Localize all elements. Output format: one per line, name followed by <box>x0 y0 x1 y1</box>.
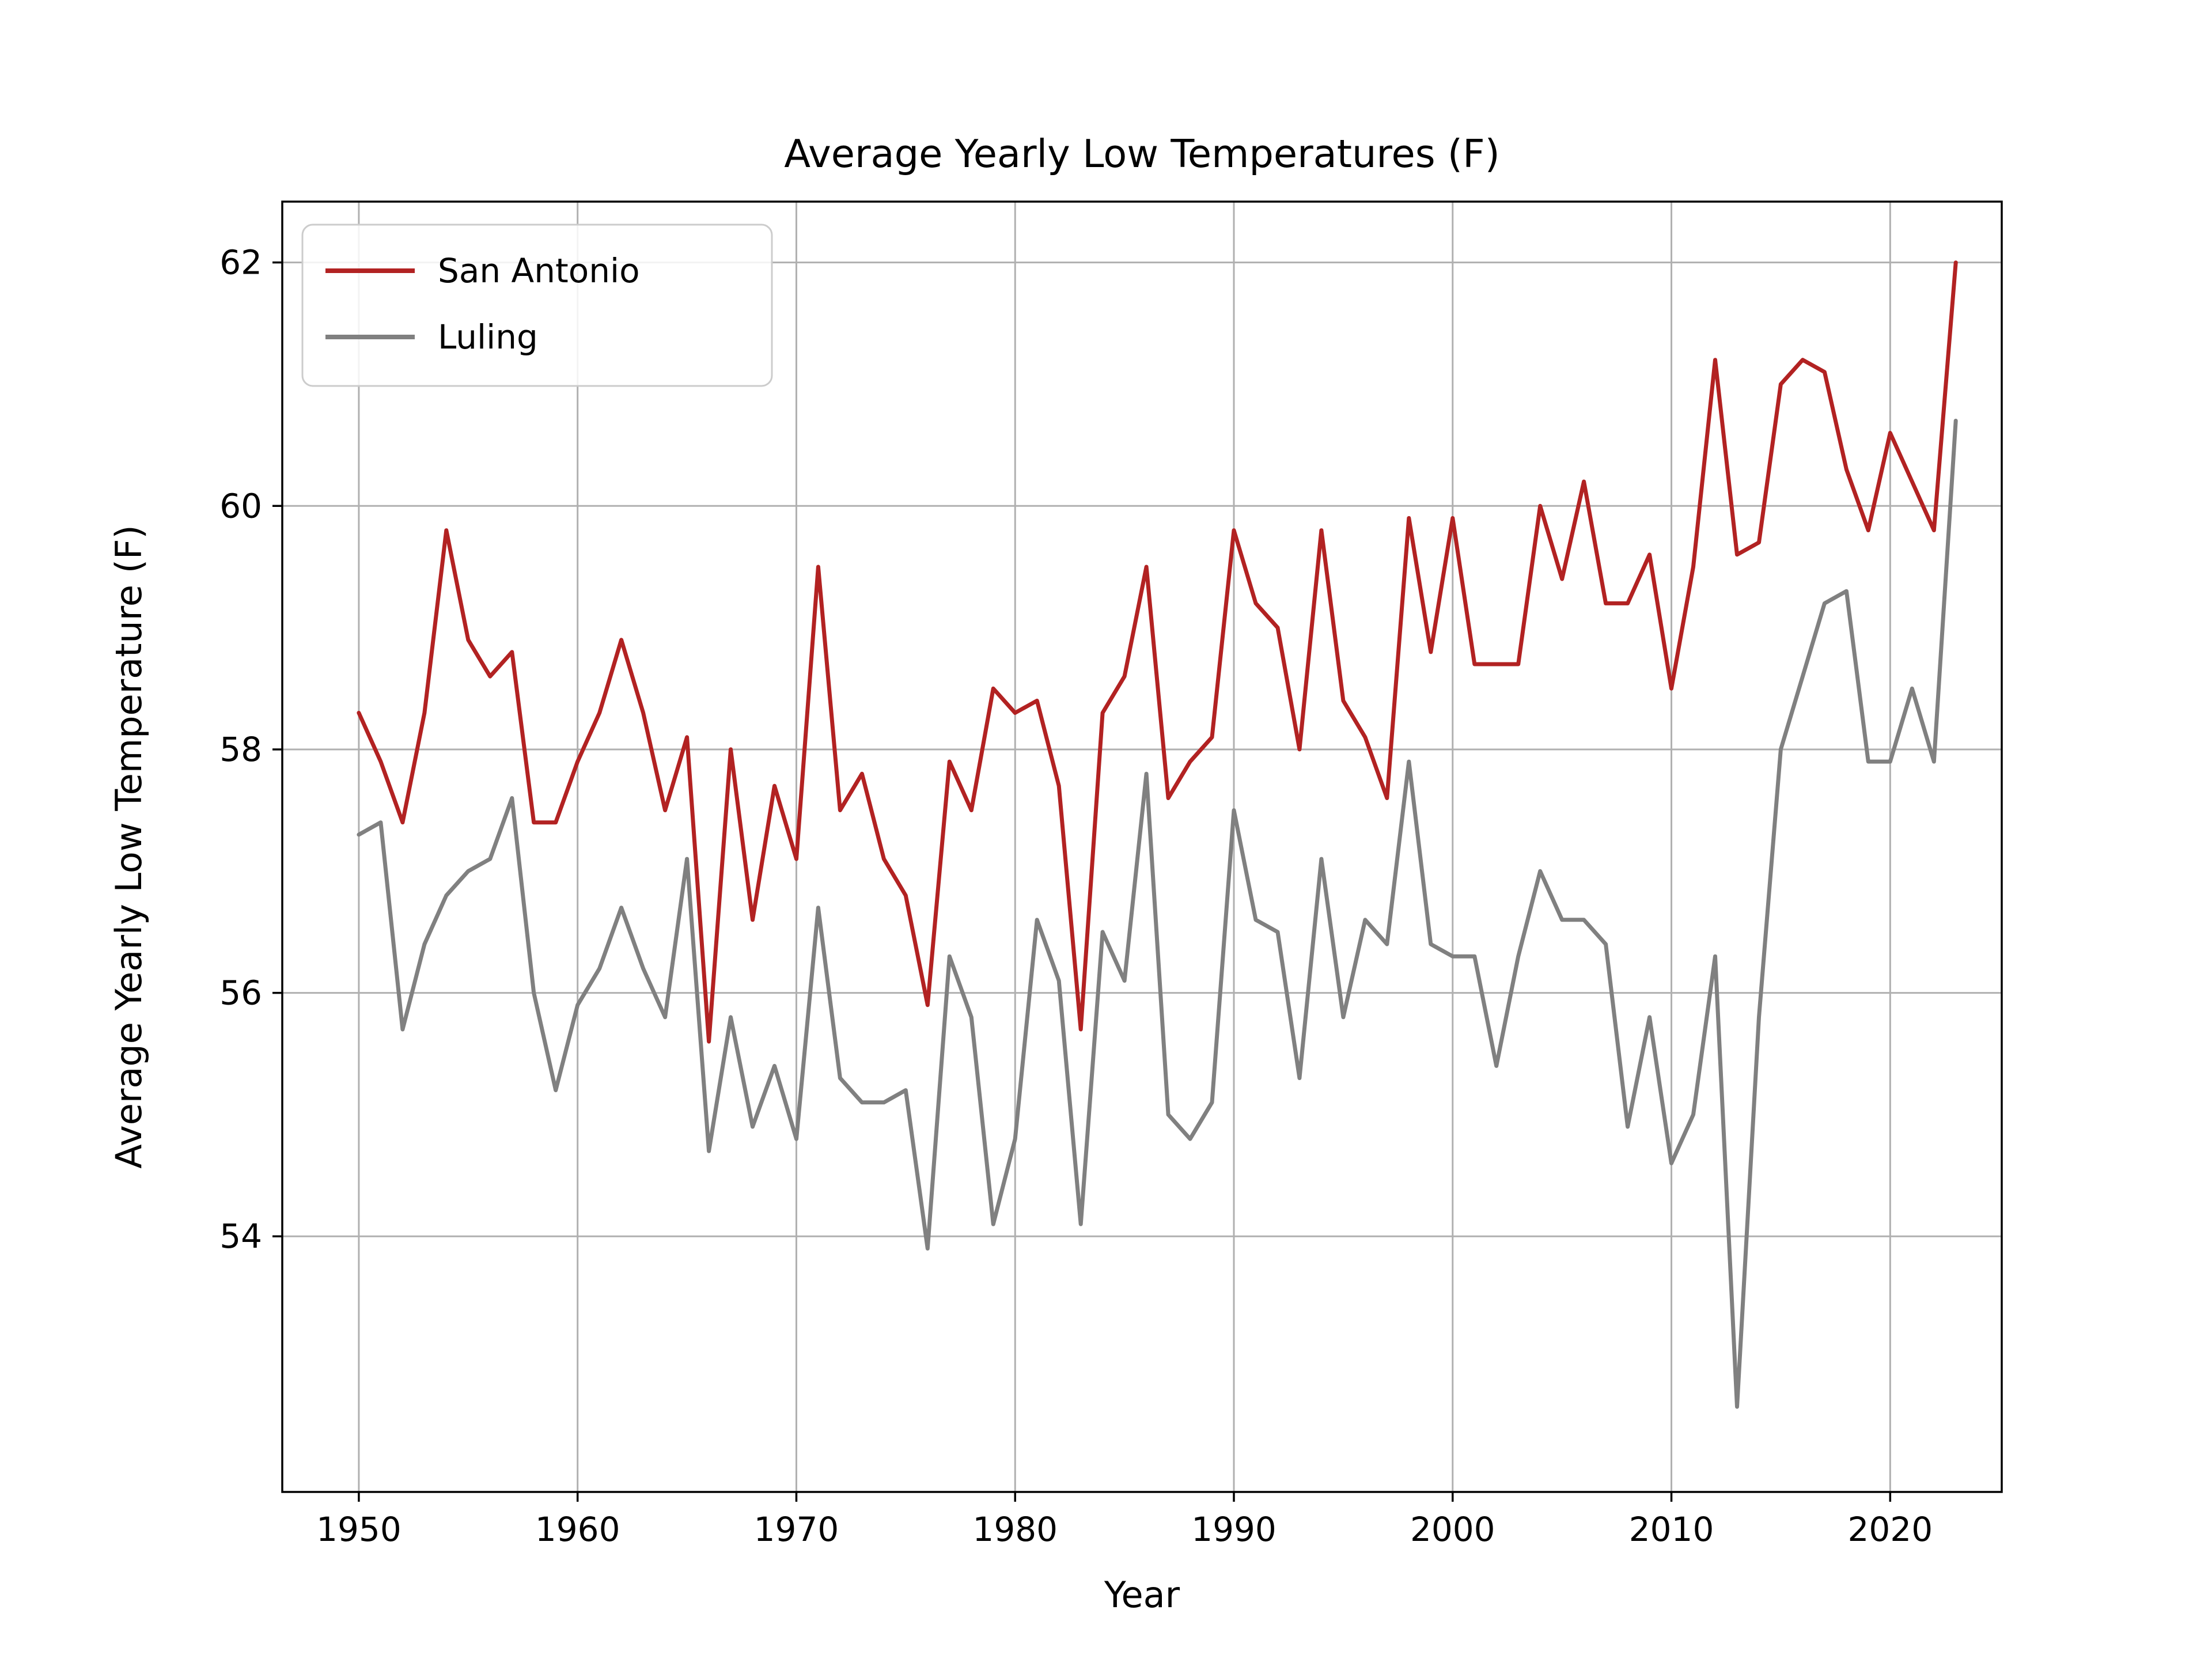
axes-frame <box>281 200 2003 1493</box>
x-tick-label: 2020 <box>1848 1510 1933 1549</box>
x-tick-label: 1990 <box>1191 1510 1277 1549</box>
y-tick-label: 60 <box>219 486 262 525</box>
x-tick-label: 2000 <box>1410 1510 1495 1549</box>
x-tick-label: 1950 <box>316 1510 402 1549</box>
x-axis-label: Year <box>1104 1574 1180 1616</box>
y-axis-label: Average Yearly Low Temperature (F) <box>108 525 150 1168</box>
x-tick-label: 1970 <box>754 1510 839 1549</box>
x-tick-label: 2010 <box>1629 1510 1714 1549</box>
legend: San Antonio Luling <box>301 224 773 387</box>
x-tick-label: 1960 <box>535 1510 620 1549</box>
legend-label: Luling <box>438 317 538 357</box>
series-line-luling <box>357 418 1958 1409</box>
chart-title: Average Yearly Low Temperatures (F) <box>784 131 1500 176</box>
y-tick-label: 62 <box>219 243 262 282</box>
y-tick-label: 56 <box>219 974 262 1013</box>
y-tick-label: 54 <box>219 1217 262 1256</box>
legend-label: San Antonio <box>438 251 640 290</box>
series-line-san-antonio <box>357 260 1958 1044</box>
y-tick-label: 58 <box>219 730 262 769</box>
legend-box <box>301 224 773 387</box>
x-tick-label: 1980 <box>972 1510 1058 1549</box>
